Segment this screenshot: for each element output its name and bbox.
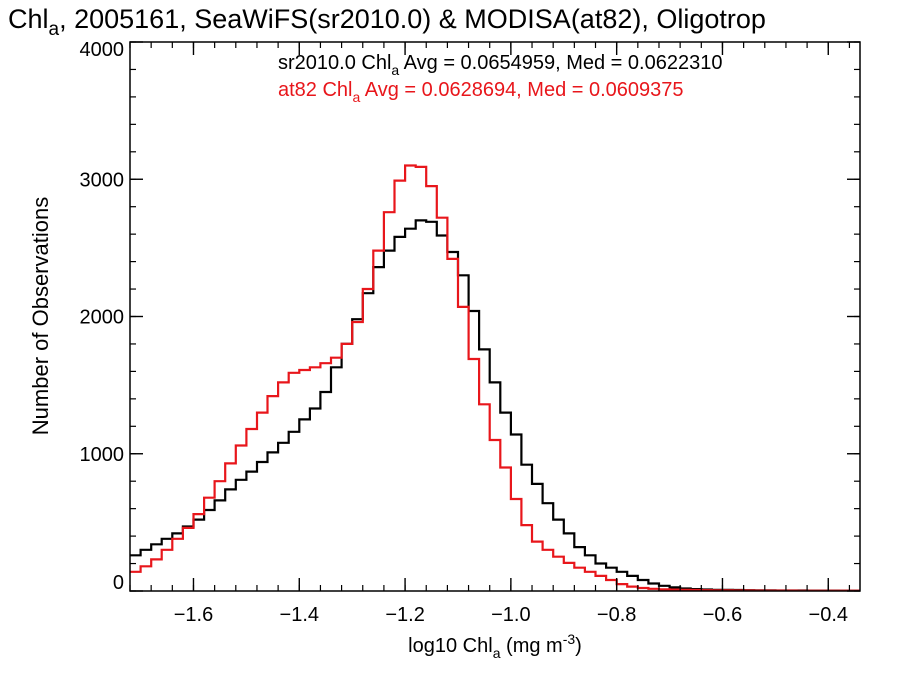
legend-entry-part: a bbox=[391, 62, 399, 78]
series-layer bbox=[130, 164, 860, 591]
ticks-layer: −1.6 −1.4 −1.2 −1.0 −0.8 −0.6 −0.4 0 1000 2000 300… bbox=[80, 39, 860, 626]
x-axis-label-part: (mg m bbox=[500, 635, 562, 657]
x-axis-label-part: a bbox=[493, 645, 501, 661]
series-line-sr2010.0 bbox=[130, 219, 860, 591]
x-tick-label: −1.0 bbox=[491, 604, 530, 626]
chart-title-part: , 2005161, SeaWiFS(sr2010.0) & MODISA(at… bbox=[59, 4, 766, 34]
y-tick-label: 1000 bbox=[80, 444, 125, 466]
x-tick-label: −0.6 bbox=[703, 604, 742, 626]
x-tick-label: −1.6 bbox=[174, 604, 213, 626]
legend-entry-part: Avg = 0.0628694, Med = 0.0609375 bbox=[360, 79, 683, 101]
y-tick-label: 4000 bbox=[80, 39, 125, 61]
y-tick-label: 0 bbox=[113, 572, 124, 594]
legend-entry-part: a bbox=[353, 89, 361, 105]
chart-title: Chla, 2005161, SeaWiFS(sr2010.0) & MODIS… bbox=[8, 4, 766, 40]
x-axis-label-part: ) bbox=[575, 635, 582, 657]
legend-entry-part: at82 Chl bbox=[278, 79, 353, 101]
x-axis-label: log10 Chla (mg m-3) bbox=[408, 631, 582, 661]
legend-entry-sr2010.0: sr2010.0 Chla Avg = 0.0654959, Med = 0.0… bbox=[278, 52, 722, 78]
y-axis-label: Number of Observations bbox=[28, 197, 53, 435]
x-tick-label: −1.4 bbox=[280, 604, 319, 626]
x-axis-label-part: log10 Chl bbox=[408, 635, 493, 657]
x-axis-label-layer: log10 Chla (mg m-3) bbox=[408, 631, 582, 661]
y-tick-label: 3000 bbox=[80, 169, 125, 191]
plot-frame bbox=[129, 41, 861, 592]
chart-title-part: Chl bbox=[8, 4, 49, 34]
legend-entry-part: sr2010.0 Chl bbox=[278, 52, 391, 74]
legend-entry-at82: at82 Chla Avg = 0.0628694, Med = 0.06093… bbox=[278, 79, 684, 105]
legend-layer: sr2010.0 Chla Avg = 0.0654959, Med = 0.0… bbox=[278, 52, 722, 105]
y-tick-label: 2000 bbox=[80, 307, 125, 329]
x-tick-label: −1.2 bbox=[385, 604, 424, 626]
chart-title-part: a bbox=[49, 19, 60, 40]
series-line-at82 bbox=[130, 164, 860, 591]
x-axis-label-part: -3 bbox=[563, 631, 576, 647]
legend-entry-part: Avg = 0.0654959, Med = 0.0622310 bbox=[399, 52, 722, 74]
title-layer: Chla, 2005161, SeaWiFS(sr2010.0) & MODIS… bbox=[8, 4, 766, 40]
x-tick-label: −0.8 bbox=[597, 604, 636, 626]
x-tick-label: −0.4 bbox=[809, 604, 848, 626]
